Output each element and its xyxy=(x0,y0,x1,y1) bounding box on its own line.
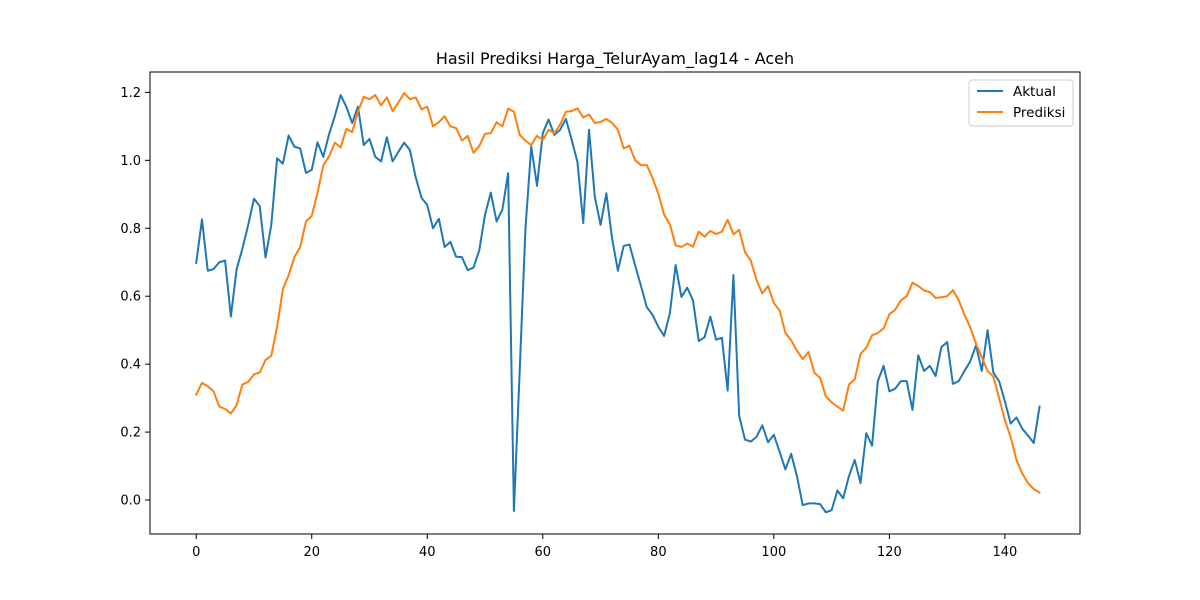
x-tick-label: 60 xyxy=(535,545,552,560)
y-tick-label: 0.0 xyxy=(120,494,141,509)
chart-title: Hasil Prediksi Harga_TelurAyam_lag14 - A… xyxy=(436,49,794,69)
y-tick-label: 0.6 xyxy=(120,290,141,305)
x-tick-label: 100 xyxy=(761,545,786,560)
axes-frame xyxy=(149,71,1081,535)
legend-label-aktual: Aktual xyxy=(1013,84,1056,100)
y-tick-label: 1.0 xyxy=(120,154,141,169)
x-tick-label: 20 xyxy=(303,545,320,560)
legend: Aktual Prediksi xyxy=(968,79,1074,127)
x-tick-label: 40 xyxy=(419,545,436,560)
x-tick-label: 120 xyxy=(877,545,902,560)
series-line-aktual xyxy=(195,94,1041,514)
series-layer xyxy=(194,92,1041,514)
x-tick-label: 0 xyxy=(192,545,200,560)
y-tick-label: 0.2 xyxy=(120,426,141,441)
y-axis: 0.0 0.2 0.4 0.6 0.8 1.0 1.2 xyxy=(120,86,150,509)
y-tick-label: 0.4 xyxy=(120,358,141,373)
y-tick-label: 0.8 xyxy=(120,222,141,237)
x-axis: 0 20 40 60 80 100 120 140 xyxy=(192,534,1017,560)
y-tick-label: 1.2 xyxy=(120,86,141,101)
legend-label-prediksi: Prediksi xyxy=(1013,105,1065,121)
x-tick-label: 80 xyxy=(650,545,667,560)
series-line-prediksi xyxy=(194,92,1041,494)
x-tick-label: 140 xyxy=(992,545,1017,560)
